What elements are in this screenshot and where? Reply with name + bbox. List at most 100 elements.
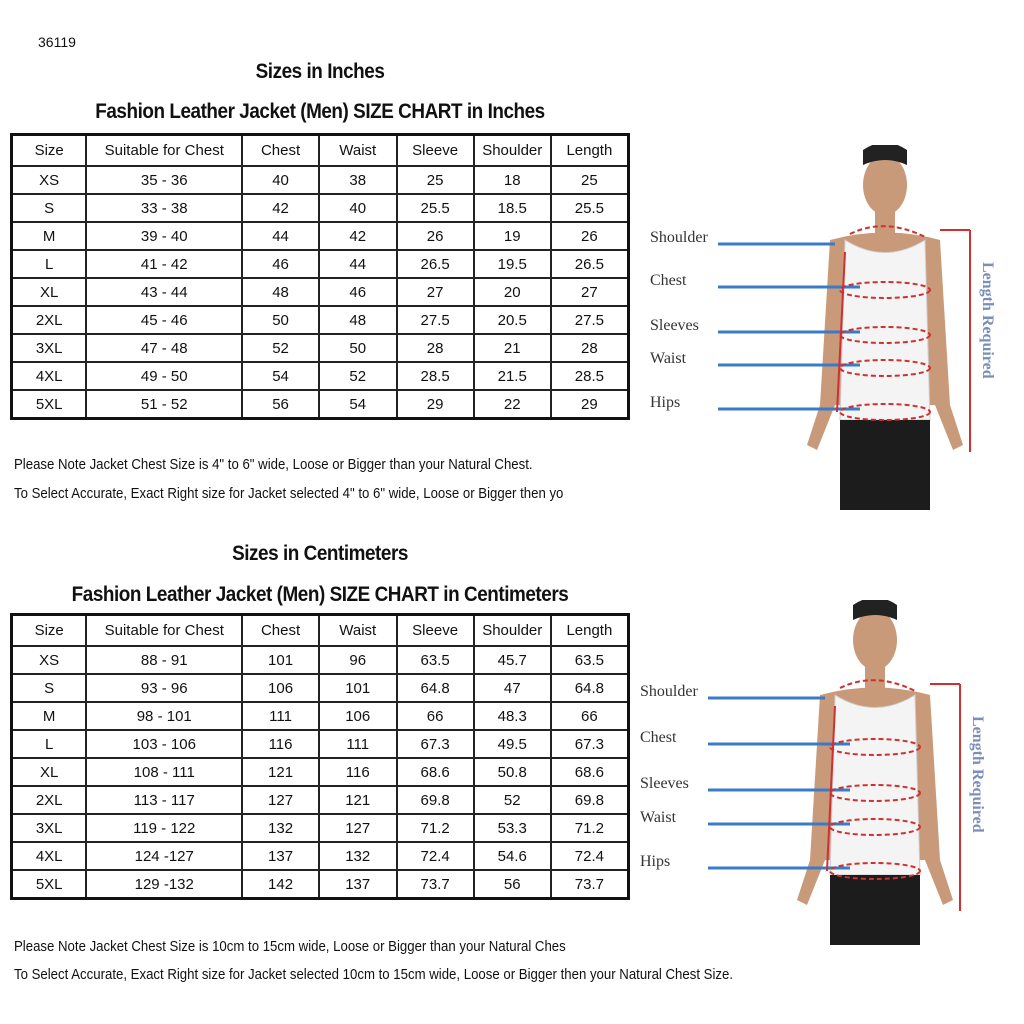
table-cell: 18.5 <box>472 193 552 223</box>
pants <box>840 420 930 510</box>
table-cell: 19.5 <box>472 249 552 279</box>
table-cell: 66 <box>549 701 630 731</box>
table-cell: 47 - 48 <box>85 333 244 363</box>
table-cell: 21 <box>472 333 552 363</box>
table-cell: 69.8 <box>549 785 630 815</box>
table-cell: L <box>10 249 88 279</box>
table-cell: 119 - 122 <box>85 813 244 843</box>
table-cell: 56 <box>472 869 552 900</box>
table-cell: 64.8 <box>395 673 475 703</box>
inches-note-1: Please Note Jacket Chest Size is 4" to 6… <box>14 456 533 473</box>
neck <box>875 210 895 235</box>
table-cell: 54.6 <box>472 841 552 871</box>
length-required-label: Length Required <box>969 716 986 833</box>
table-row: XL 43 - 44 48 46 27 20 27 <box>10 277 630 307</box>
table-cell: 25.5 <box>395 193 475 223</box>
measurement-arrow <box>839 326 931 344</box>
table-cell: 53.3 <box>472 813 552 843</box>
table-cell: XS <box>10 165 88 195</box>
table-cell: 96 <box>317 645 398 675</box>
table-cell: M <box>10 701 88 731</box>
table-cell: 111 <box>241 701 320 731</box>
table-row: 3XL 119 - 122 132 127 71.2 53.3 71.2 <box>10 813 630 843</box>
table-cell: 20.5 <box>472 305 552 335</box>
measurement-arrow <box>829 818 921 836</box>
head <box>863 155 907 215</box>
table-cell: 121 <box>241 757 320 787</box>
cm-note-2: To Select Accurate, Exact Right size for… <box>14 966 734 983</box>
table-cell: 73.7 <box>395 869 475 900</box>
table-cell: 106 <box>317 701 398 731</box>
table-cell: L <box>10 729 88 759</box>
header-row: Size Suitable for Chest Chest Waist Sleeve Sh… <box>10 133 630 167</box>
table-cell: 26.5 <box>549 249 630 279</box>
table-cell: 49.5 <box>472 729 552 759</box>
cm-title: Sizes in Centimeters <box>232 542 408 565</box>
table-cell: 48 <box>317 305 398 335</box>
table-cell: 72.4 <box>549 841 630 871</box>
neck <box>865 665 885 690</box>
measurement-label: Hips <box>650 394 680 411</box>
measurement-arrow <box>829 862 921 880</box>
table-cell: 50 <box>317 333 398 363</box>
column-header: Sleeve <box>395 613 475 647</box>
table-cell: 28 <box>395 333 475 363</box>
table-row: 5XL 129 -132 142 137 73.7 56 73.7 <box>10 869 630 900</box>
table-cell: 98 - 101 <box>85 701 244 731</box>
measurement-label: Waist <box>650 350 687 367</box>
table-row: 2XL 113 - 117 127 121 69.8 52 69.8 <box>10 785 630 815</box>
table-cell: 121 <box>317 785 398 815</box>
table-cell: 106 <box>241 673 320 703</box>
column-header: Length <box>549 613 630 647</box>
table-row: 2XL 45 - 46 50 48 27.5 20.5 27.5 <box>10 305 630 335</box>
table-cell: 48 <box>241 277 320 307</box>
table-cell: 56 <box>241 389 320 420</box>
table-cell: 52 <box>317 361 398 391</box>
table-cell: XL <box>10 277 88 307</box>
table-cell: 42 <box>317 221 398 251</box>
measurement-label: Chest <box>650 272 687 289</box>
measurement-figure-cm: Shoulder Chest Sleeves Waist Hips Length Requ… <box>640 600 986 945</box>
column-header: Chest <box>241 133 320 167</box>
inches-subtitle: Fashion Leather Jacket (Men) SIZE CHART … <box>95 100 545 123</box>
table-cell: 101 <box>317 673 398 703</box>
hair <box>853 600 897 620</box>
column-header: Size <box>10 613 88 647</box>
table-cell: 127 <box>317 813 398 843</box>
table-cell: 137 <box>241 841 320 871</box>
table-cell: 47 <box>472 673 552 703</box>
table-cell: 27 <box>549 277 630 307</box>
table-cell: XL <box>10 757 88 787</box>
table-cell: 93 - 96 <box>85 673 244 703</box>
column-header: Chest <box>241 613 320 647</box>
table-cell: 29 <box>549 389 630 420</box>
table-row: S 93 - 96 106 101 64.8 47 64.8 <box>10 673 630 703</box>
table-row: XL 108 - 111 121 116 68.6 50.8 68.6 <box>10 757 630 787</box>
column-header: Sleeve <box>395 133 475 167</box>
table-cell: 22 <box>472 389 552 420</box>
table-cell: 25 <box>395 165 475 195</box>
table-cell: 3XL <box>10 333 88 363</box>
table-cell: 73.7 <box>549 869 630 900</box>
column-header: Suitable for Chest <box>85 613 244 647</box>
measurement-label: Sleeves <box>650 317 699 334</box>
table-cell: 39 - 40 <box>85 221 244 251</box>
table-cell: 66 <box>395 701 475 731</box>
table-cell: 45.7 <box>472 645 552 675</box>
table-cell: 52 <box>241 333 320 363</box>
table-cell: 33 - 38 <box>85 193 244 223</box>
table-cell: 2XL <box>10 785 88 815</box>
cm-note-1: Please Note Jacket Chest Size is 10cm to… <box>14 938 566 955</box>
measurement-label: Shoulder <box>640 683 698 700</box>
table-cell: 40 <box>241 165 320 195</box>
table-cell: 25 <box>549 165 630 195</box>
table-cell: 48.3 <box>472 701 552 731</box>
cm-size-table: Size Suitable for Chest Chest Waist Sleeve Sh… <box>10 613 630 900</box>
table-cell: 20 <box>472 277 552 307</box>
table-cell: 35 - 36 <box>85 165 244 195</box>
table-cell: 44 <box>317 249 398 279</box>
column-header: Waist <box>317 613 398 647</box>
table-cell: 43 - 44 <box>85 277 244 307</box>
measurement-arrow <box>829 784 921 802</box>
table-cell: 27.5 <box>395 305 475 335</box>
